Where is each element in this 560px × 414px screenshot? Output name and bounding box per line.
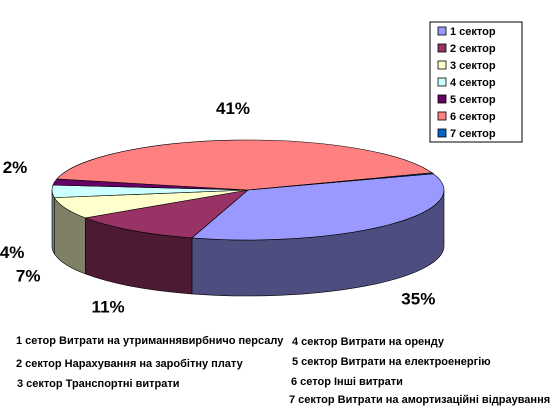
pie-data-labels: 35% 11% 7% 4% 2% 41%: [0, 99, 435, 316]
slice-7: [247, 172, 435, 191]
note-sector-7: 7 сектор Витрати на амортизаційні відрау…: [289, 394, 551, 406]
legend-label-1: 1 сектор: [450, 26, 496, 38]
legend-label-7: 7 сектор: [450, 128, 496, 140]
legend-swatch-4: [437, 77, 447, 87]
data-label-2: 11%: [92, 297, 125, 316]
data-label-6: 41%: [216, 99, 250, 118]
legend-swatch-3: [437, 60, 447, 70]
pie-slices: [51, 139, 445, 241]
legend-swatch-7: [437, 128, 447, 138]
note-sector-3: 3 сектор Транспортні витрати: [17, 378, 180, 390]
data-label-1: 35%: [401, 290, 435, 309]
legend-swatch-5: [437, 94, 447, 104]
note-sector-2: 2 сектор Нарахування на заробітну плату: [16, 358, 243, 370]
note-sector-4: 4 сектор Витрати на оренду: [292, 336, 445, 348]
legend: 1 сектор 2 сектор 3 сектор 4 сектор 5 сектор…: [429, 21, 523, 143]
legend-swatch-1: [437, 26, 447, 36]
slice-6: [56, 139, 433, 191]
slice-1: [191, 173, 445, 241]
legend-label-5: 5 сектор: [450, 94, 496, 106]
note-sector-1: 1 сетор Витрати на утриманнявирбничо пер…: [16, 335, 284, 347]
legend-label-2: 2 сектор: [450, 43, 496, 55]
note-sector-6: 6 сетор Інші витрати: [291, 376, 403, 388]
data-label-3: 7%: [16, 267, 41, 286]
data-label-5: 2%: [3, 158, 28, 177]
legend-swatch-6: [437, 111, 447, 121]
legend-label-6: 6 сектор: [450, 111, 496, 123]
slice-side-4: [51, 189, 55, 255]
legend-swatch-2: [437, 43, 447, 53]
legend-label-3: 3 сектор: [450, 60, 496, 72]
legend-label-4: 4 сектор: [450, 77, 496, 89]
slice-2: [84, 189, 250, 239]
pie-sides: [51, 189, 445, 297]
data-label-4: 4%: [0, 243, 24, 262]
note-sector-5: 5 сектор Витрати на електроенергію: [292, 356, 491, 368]
